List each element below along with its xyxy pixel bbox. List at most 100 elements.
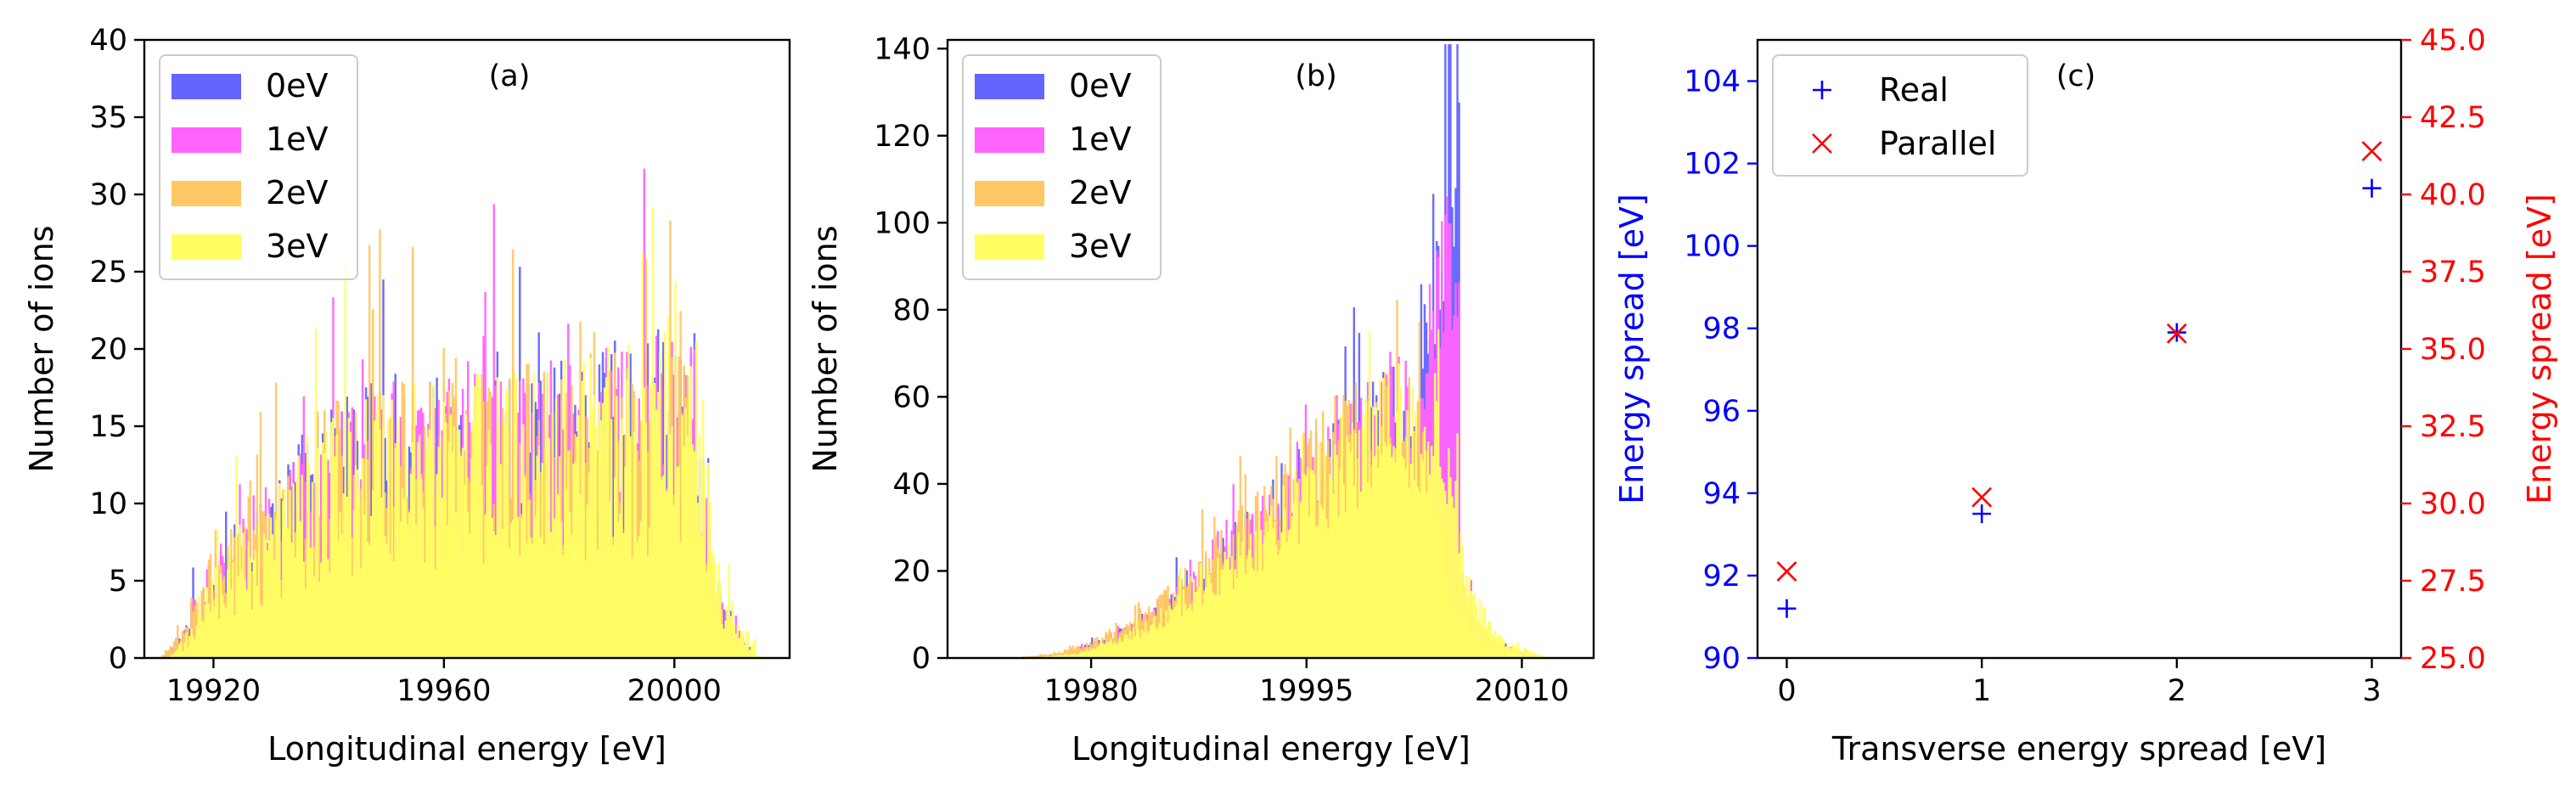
hist-bar bbox=[596, 549, 599, 658]
hist-bar bbox=[641, 251, 644, 658]
hist-bar bbox=[1077, 646, 1080, 658]
hist-bar bbox=[1167, 621, 1169, 658]
hist-bar bbox=[245, 590, 248, 658]
hist-bar bbox=[1518, 648, 1521, 658]
hist-bar bbox=[444, 422, 447, 658]
hist-bar bbox=[1053, 651, 1055, 658]
hist-bar bbox=[1482, 606, 1485, 658]
hist-bar bbox=[340, 534, 343, 658]
hist-bar bbox=[1468, 576, 1471, 658]
hist-bar bbox=[1435, 401, 1438, 658]
hist-bar bbox=[399, 520, 402, 658]
hist-bar bbox=[511, 249, 515, 658]
hist-bar bbox=[1068, 645, 1071, 658]
hist-bar bbox=[1063, 654, 1066, 658]
hist-bar bbox=[422, 507, 425, 658]
hist-bar bbox=[561, 554, 565, 658]
hist-bar bbox=[351, 407, 354, 658]
panel-b-histogram bbox=[1013, 44, 1550, 659]
hist-bar bbox=[1082, 651, 1085, 658]
hist-bar bbox=[397, 419, 401, 658]
hist-bar bbox=[1428, 474, 1431, 658]
hist-bar bbox=[1287, 530, 1290, 658]
legend-label: 3eV bbox=[1069, 228, 1132, 265]
hist-bar bbox=[1488, 622, 1492, 658]
hist-bar bbox=[1351, 421, 1353, 658]
panel-b-label: (b) bbox=[1295, 59, 1337, 93]
legend-box bbox=[1772, 54, 2028, 177]
hist-bar bbox=[1189, 604, 1192, 658]
hist-bar bbox=[323, 453, 326, 658]
hist-bar bbox=[650, 380, 653, 658]
y-tick-label: 40 bbox=[892, 468, 931, 502]
hist-bar bbox=[1332, 493, 1335, 658]
hist-bar bbox=[593, 395, 596, 658]
hist-bar bbox=[385, 544, 388, 658]
y-tick-label-right: 45.0 bbox=[2420, 24, 2486, 58]
hist-bar bbox=[1177, 594, 1180, 658]
hist-bar bbox=[372, 489, 374, 658]
hist-bar bbox=[1451, 329, 1454, 658]
hist-bar bbox=[209, 611, 212, 658]
hist-bar bbox=[1465, 575, 1467, 658]
x-tick-label: 20000 bbox=[627, 674, 722, 708]
hist-bar bbox=[1423, 426, 1426, 658]
hist-bar bbox=[1093, 648, 1095, 658]
hist-bar bbox=[1133, 636, 1137, 658]
hist-bar bbox=[342, 493, 345, 658]
hist-bar bbox=[434, 569, 436, 658]
hist-bar bbox=[1155, 627, 1157, 658]
hist-bar bbox=[382, 395, 385, 658]
hist-bar bbox=[1371, 407, 1375, 658]
hist-bar bbox=[594, 425, 598, 658]
hist-bar bbox=[716, 590, 718, 658]
hist-bar bbox=[477, 374, 480, 658]
hist-bar bbox=[1437, 329, 1440, 658]
hist-bar bbox=[622, 533, 625, 658]
hist-bar bbox=[1071, 645, 1075, 658]
hist-bar bbox=[301, 475, 304, 658]
hist-bar bbox=[1327, 528, 1330, 658]
hist-bar bbox=[1163, 589, 1166, 658]
hist-bar bbox=[549, 360, 553, 658]
hist-bar bbox=[232, 561, 234, 658]
hist-bar bbox=[1244, 573, 1247, 658]
hist-bar bbox=[363, 515, 366, 658]
hist-bar bbox=[1292, 503, 1295, 658]
hist-bar bbox=[1496, 638, 1499, 658]
hist-bar bbox=[169, 655, 172, 658]
hist-bar bbox=[214, 567, 217, 658]
hist-bar bbox=[1530, 651, 1533, 658]
hist-bar bbox=[1279, 549, 1281, 658]
hist-bar bbox=[1291, 516, 1293, 658]
hist-bar bbox=[489, 443, 492, 658]
hist-bar bbox=[1128, 630, 1132, 658]
hist-bar bbox=[1411, 387, 1414, 658]
hist-bar bbox=[436, 474, 438, 658]
hist-bar bbox=[290, 542, 293, 658]
hist-bar bbox=[479, 386, 481, 658]
hist-bar bbox=[217, 565, 221, 658]
hist-bar bbox=[469, 533, 471, 658]
hist-bar bbox=[1363, 413, 1366, 658]
hist-bar bbox=[486, 465, 488, 658]
hist-bar bbox=[264, 539, 267, 658]
hist-bar bbox=[1257, 513, 1261, 658]
hist-bar bbox=[282, 501, 284, 658]
y-tick-label: 120 bbox=[874, 120, 931, 154]
legend-swatch bbox=[172, 74, 241, 99]
parallel-point bbox=[1812, 133, 1832, 154]
hist-bar bbox=[499, 464, 503, 658]
panel-b-legend: 0eV 1eV 2eV 3eV bbox=[962, 54, 1161, 280]
y-tick-label: 0 bbox=[109, 642, 127, 676]
hist-bar bbox=[297, 455, 300, 658]
hist-bar bbox=[624, 466, 627, 658]
hist-bar bbox=[451, 452, 454, 658]
hist-bar bbox=[252, 560, 256, 658]
hist-bar bbox=[740, 631, 743, 658]
hist-bar bbox=[1476, 620, 1480, 658]
hist-bar bbox=[1354, 433, 1358, 658]
hist-bar bbox=[416, 441, 419, 658]
hist-bar bbox=[446, 525, 449, 658]
hist-bar bbox=[470, 458, 473, 658]
